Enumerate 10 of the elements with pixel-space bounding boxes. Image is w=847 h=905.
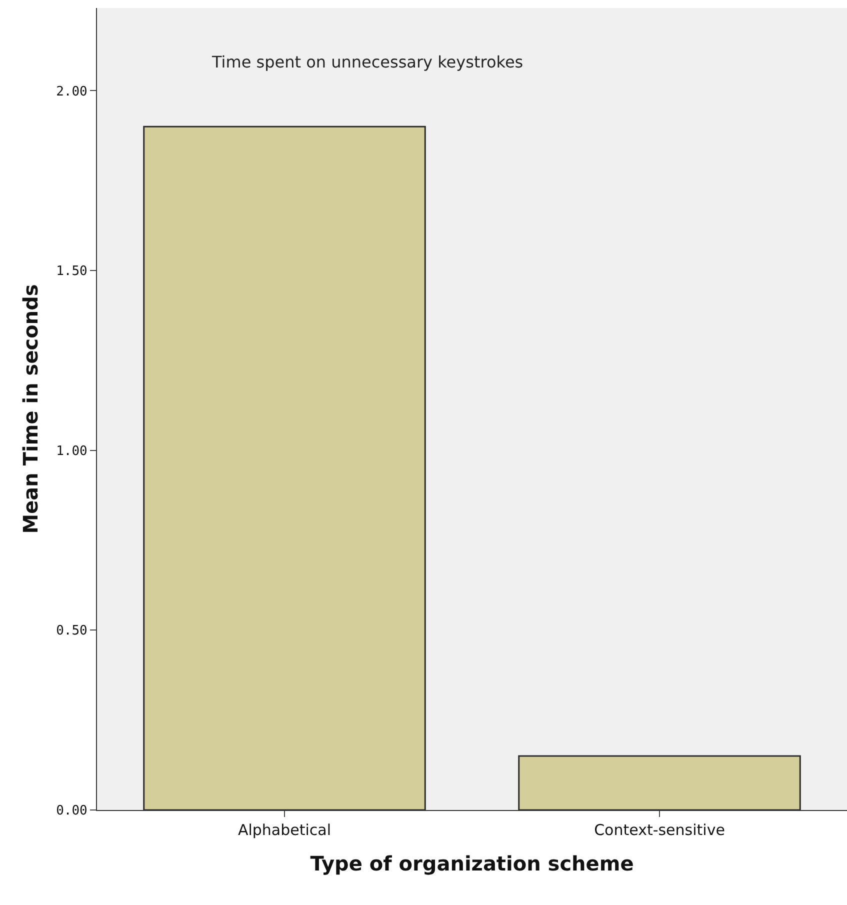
y-tick-label: 0.00 (56, 804, 88, 819)
y-tick-label: 2.00 (56, 84, 88, 100)
y-tick-label: 1.50 (56, 264, 88, 280)
text: Time spent on unnecessary keystrokes (211, 52, 524, 72)
y-axis-title: Mean Time in seconds (18, 284, 43, 534)
y-tick-label: 1.00 (56, 444, 88, 459)
x-axis-title: Type of organization scheme (310, 852, 634, 876)
y-tick-label: 0.50 (56, 624, 88, 639)
x-tick-label: Alphabetical (238, 821, 332, 839)
x-tick-label: Context-sensitive (594, 821, 725, 839)
